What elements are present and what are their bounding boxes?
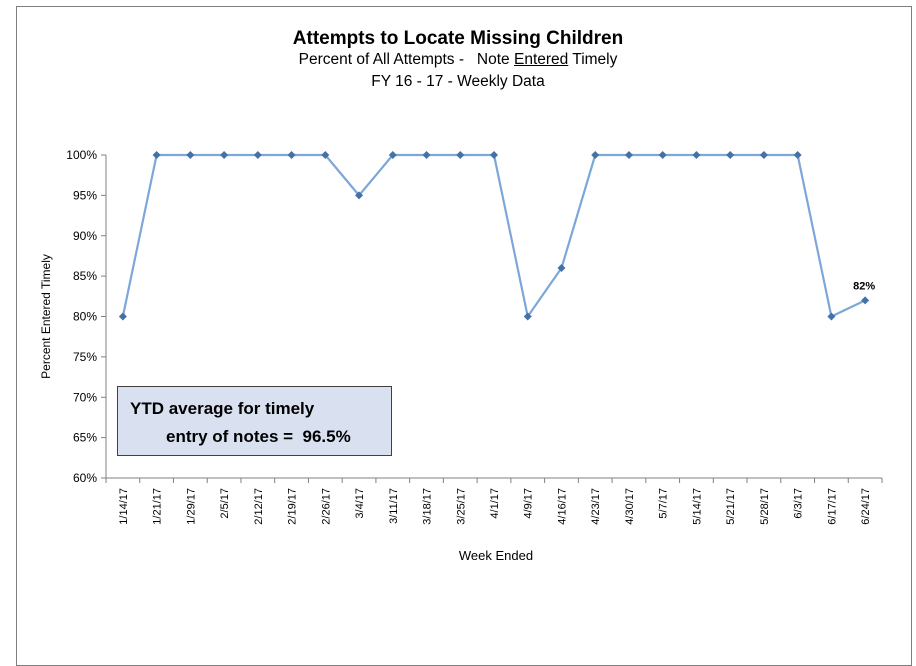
x-tick-label: 1/14/17 (118, 488, 130, 525)
data-point (490, 151, 498, 159)
data-point (523, 312, 532, 321)
subtitle-prefix: Percent of All Attempts - Note (298, 51, 514, 68)
y-tick-label: 85% (73, 269, 97, 283)
x-tick-label: 5/28/17 (759, 488, 771, 525)
chart-subtitle-2: FY 16 - 17 - Weekly Data (371, 73, 545, 90)
chart-title: Attempts to Locate Missing Children (292, 28, 624, 49)
x-axis-title: Week Ended (459, 548, 533, 563)
series-line (121, 153, 866, 318)
y-tick-label: 75% (73, 350, 97, 364)
data-label: 82% (853, 280, 875, 292)
x-tick-label: 6/3/17 (793, 488, 805, 519)
y-tick-label: 90% (73, 229, 97, 243)
x-tick-label: 3/11/17 (388, 488, 400, 524)
data-point (253, 151, 262, 159)
x-tick-label: 1/21/17 (152, 488, 164, 525)
ytd-average-callout: YTD average for timely entry of notes = … (117, 386, 392, 456)
callout-line-2: entry of notes = 96.5% (166, 427, 351, 446)
line-chart: 60% 65% 70% 75% 80% 85% 90% 95% 100% 1/14/17 1/21/… (39, 148, 883, 563)
data-point (287, 151, 296, 159)
x-tick-label: 5/7/17 (658, 488, 670, 519)
data-point (152, 151, 161, 159)
y-tick-label: 60% (73, 471, 97, 485)
data-point (827, 312, 836, 321)
y-tick-label: 65% (73, 431, 97, 445)
x-tick-label: 5/21/17 (725, 488, 737, 525)
subtitle-suffix: Timely (568, 51, 618, 68)
x-tick-label: 3/18/17 (422, 488, 434, 525)
data-point (692, 151, 701, 159)
data-point (186, 151, 195, 159)
x-tick-label: 5/14/17 (691, 488, 703, 525)
x-tick-label: 6/24/17 (860, 488, 872, 525)
data-point (321, 151, 330, 159)
x-tick-label: 2/5/17 (219, 488, 231, 519)
chart-frame (16, 6, 912, 666)
y-tick-label: 70% (73, 390, 97, 404)
data-point (422, 151, 431, 159)
x-tick-label: 6/17/17 (826, 488, 838, 525)
subtitle-emphasis: Entered (513, 51, 569, 68)
data-point (861, 296, 870, 305)
data-point (557, 264, 566, 273)
data-point (726, 151, 735, 159)
x-tick-label: 4/16/17 (556, 488, 568, 525)
data-point (388, 151, 397, 159)
x-tick-label: 4/23/17 (590, 488, 602, 525)
y-tick-label: 80% (73, 310, 97, 324)
x-tick-label: 4/1/17 (489, 488, 501, 519)
x-tick-label: 2/12/17 (253, 488, 265, 525)
x-tick-label: 4/30/17 (624, 488, 636, 525)
data-point (456, 151, 465, 159)
y-tick-label: 100% (66, 148, 97, 162)
data-point (759, 151, 768, 159)
chart-subtitle: Percent of All Attempts - Note Entered T… (0, 51, 916, 69)
data-point (793, 151, 802, 159)
x-tick-label: 3/4/17 (354, 488, 366, 519)
x-tick-label: 2/26/17 (320, 488, 332, 525)
x-tick-label: 3/25/17 (455, 488, 467, 525)
callout-line-1: YTD average for timely (130, 399, 315, 418)
data-point (591, 151, 600, 159)
data-point (355, 191, 364, 200)
y-tick-label: 95% (73, 188, 97, 202)
data-point (658, 151, 667, 159)
data-point (624, 151, 633, 159)
y-axis-title: Percent Entered Timely (39, 254, 53, 379)
data-point (118, 312, 127, 321)
x-tick-label: 2/19/17 (287, 488, 299, 525)
x-tick-label: 1/29/17 (185, 488, 197, 525)
data-point (220, 151, 229, 159)
x-tick-label: 4/9/17 (523, 488, 535, 519)
